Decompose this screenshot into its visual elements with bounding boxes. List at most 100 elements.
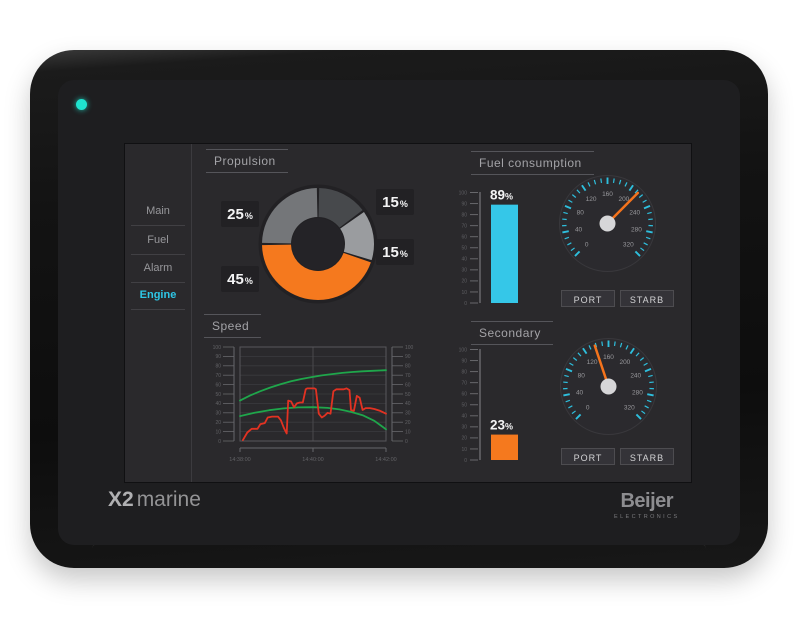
- svg-text:89%: 89%: [490, 188, 513, 203]
- svg-text:280: 280: [632, 389, 643, 396]
- sidebar-item-main[interactable]: Main: [131, 205, 185, 226]
- svg-text:0: 0: [585, 242, 589, 249]
- svg-text:70: 70: [461, 380, 467, 386]
- model-label-bold: X2: [108, 488, 134, 511]
- sidebar-item-fuel[interactable]: Fuel: [131, 234, 185, 255]
- svg-text:0: 0: [464, 458, 467, 464]
- hmi-screen: Main Fuel Alarm Engine Propulsion Speed 0 0 1…: [124, 143, 692, 483]
- model-label: X2 marine: [108, 488, 201, 512]
- svg-text:160: 160: [603, 354, 614, 361]
- fuel-starboard-button[interactable]: STARB: [620, 290, 674, 307]
- svg-text:100: 100: [459, 347, 468, 353]
- svg-text:60: 60: [405, 382, 411, 388]
- svg-text:80: 80: [405, 364, 411, 370]
- brand-subtitle: ELECTRONICS: [614, 514, 680, 520]
- svg-text:10: 10: [405, 429, 411, 435]
- svg-text:0: 0: [218, 439, 221, 445]
- propulsion-donut-chart: [258, 184, 378, 304]
- svg-text:10: 10: [215, 429, 221, 435]
- model-label-light: marine: [136, 488, 201, 511]
- speed-header: Speed: [204, 314, 262, 338]
- svg-text:60: 60: [461, 392, 467, 398]
- svg-text:70: 70: [215, 373, 221, 379]
- svg-text:50: 50: [461, 403, 467, 409]
- svg-text:40: 40: [575, 226, 583, 233]
- svg-text:14:40:00: 14:40:00: [302, 457, 323, 463]
- svg-text:0: 0: [586, 405, 590, 412]
- svg-text:90: 90: [215, 354, 221, 360]
- svg-text:14:42:00: 14:42:00: [375, 457, 396, 463]
- sidebar-item-engine[interactable]: Engine: [131, 289, 185, 310]
- svg-text:80: 80: [215, 364, 221, 370]
- svg-text:20: 20: [215, 420, 221, 426]
- svg-text:80: 80: [578, 372, 586, 379]
- secondary-title: Secondary: [479, 326, 541, 340]
- svg-text:70: 70: [461, 223, 467, 229]
- svg-text:240: 240: [629, 209, 640, 216]
- brand-logo: Beijer ELECTRONICS: [614, 490, 680, 520]
- svg-text:40: 40: [405, 401, 411, 407]
- svg-text:280: 280: [631, 226, 642, 233]
- svg-text:14:38:00: 14:38:00: [229, 457, 250, 463]
- power-led: [76, 99, 87, 110]
- svg-text:10: 10: [461, 290, 467, 296]
- secondary-port-button[interactable]: PORT: [561, 448, 615, 465]
- svg-text:23%: 23%: [490, 418, 513, 433]
- secondary-header: Secondary: [471, 321, 553, 345]
- svg-text:20: 20: [461, 279, 467, 285]
- svg-text:30: 30: [461, 268, 467, 274]
- svg-text:80: 80: [461, 212, 467, 218]
- svg-text:200: 200: [619, 359, 630, 366]
- secondary-bar-gauge: 0 10 20 30 40 50 60 70 80 90 100 23%: [459, 347, 518, 464]
- sidebar-item-alarm[interactable]: Alarm: [131, 262, 185, 283]
- donut-value-badge: 15%: [376, 189, 414, 215]
- svg-text:90: 90: [405, 354, 411, 360]
- svg-text:40: 40: [215, 401, 221, 407]
- fuel-consumption-header: Fuel consumption: [471, 151, 594, 175]
- svg-text:30: 30: [461, 425, 467, 431]
- donut-value-badge: 15%: [376, 239, 414, 265]
- svg-text:80: 80: [461, 369, 467, 375]
- svg-text:30: 30: [215, 411, 221, 417]
- svg-text:10: 10: [461, 447, 467, 453]
- svg-text:320: 320: [624, 405, 635, 412]
- svg-text:70: 70: [405, 373, 411, 379]
- svg-text:0: 0: [405, 439, 408, 445]
- svg-text:30: 30: [405, 411, 411, 417]
- svg-text:40: 40: [576, 389, 584, 396]
- svg-text:100: 100: [405, 345, 414, 351]
- device-front-face: Main Fuel Alarm Engine Propulsion Speed 0 0 1…: [58, 80, 740, 545]
- svg-text:100: 100: [213, 345, 222, 351]
- svg-text:200: 200: [618, 196, 629, 203]
- speed-line-chart: 0 0 10 10 20 20 30 30 40 40 50 50 60 60 70 70 80 80 90 90 10…: [213, 345, 414, 463]
- svg-text:120: 120: [586, 196, 597, 203]
- brand-name: Beijer: [620, 490, 674, 512]
- secondary-starboard-button[interactable]: STARB: [620, 448, 674, 465]
- svg-text:240: 240: [630, 372, 641, 379]
- svg-text:320: 320: [623, 242, 634, 249]
- svg-text:60: 60: [461, 235, 467, 241]
- fuel-port-button[interactable]: PORT: [561, 290, 615, 307]
- svg-text:0: 0: [464, 301, 467, 307]
- svg-text:40: 40: [461, 414, 467, 420]
- donut-value-badge: 45%: [221, 266, 259, 292]
- svg-text:50: 50: [405, 392, 411, 398]
- fuel-consumption-title: Fuel consumption: [479, 156, 582, 170]
- svg-text:80: 80: [577, 209, 585, 216]
- svg-text:60: 60: [215, 382, 221, 388]
- hmi-device-bezel: Main Fuel Alarm Engine Propulsion Speed 0 0 1…: [30, 50, 768, 568]
- svg-text:90: 90: [461, 201, 467, 207]
- donut-value-badge: 25%: [221, 201, 259, 227]
- svg-text:40: 40: [461, 257, 467, 263]
- speed-title: Speed: [212, 319, 250, 333]
- propulsion-header: Propulsion: [206, 149, 288, 173]
- svg-text:120: 120: [587, 359, 598, 366]
- svg-text:20: 20: [405, 420, 411, 426]
- svg-text:90: 90: [461, 358, 467, 364]
- svg-text:20: 20: [461, 436, 467, 442]
- svg-text:160: 160: [602, 191, 613, 198]
- fuel-bar-gauge: 0 10 20 30 40 50 60 70 80 90 100 89%: [459, 188, 518, 307]
